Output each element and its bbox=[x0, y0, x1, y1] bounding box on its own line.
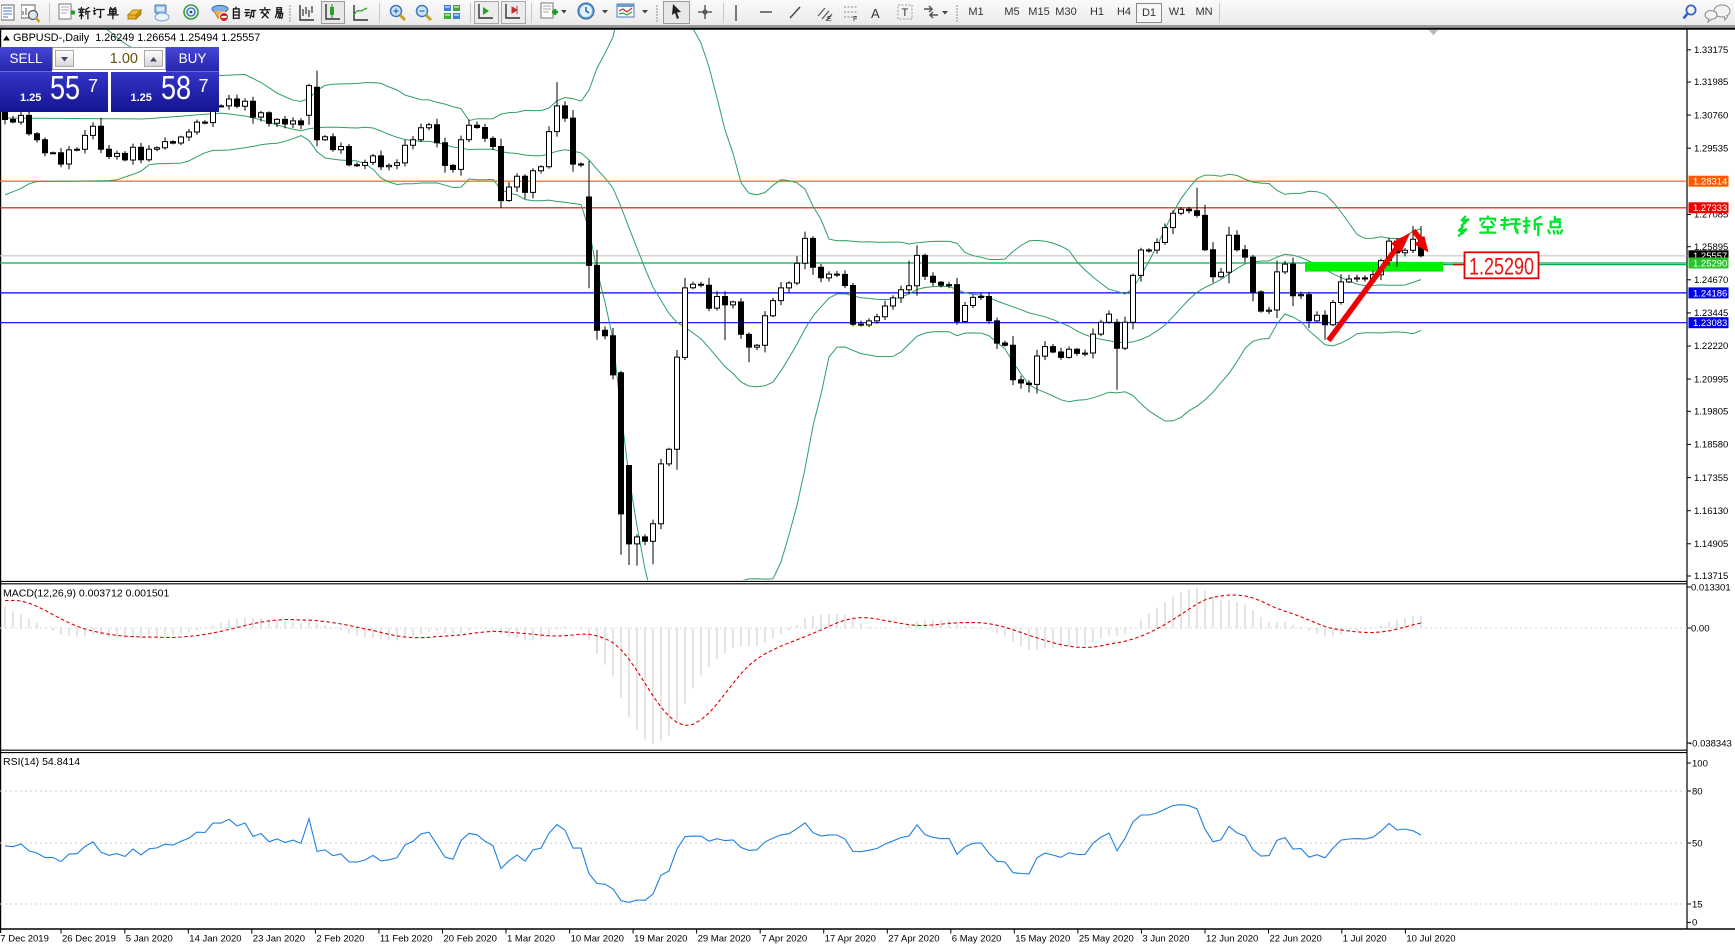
svg-text:T: T bbox=[902, 7, 909, 19]
svg-text:10 Mar 2020: 10 Mar 2020 bbox=[571, 934, 624, 945]
svg-text:23 Jan 2020: 23 Jan 2020 bbox=[253, 934, 305, 945]
svg-text:E: E bbox=[827, 16, 832, 23]
svg-text:1.16130: 1.16130 bbox=[1694, 506, 1728, 517]
svg-text:1.19805: 1.19805 bbox=[1694, 407, 1728, 418]
svg-text:0.013301: 0.013301 bbox=[1691, 583, 1731, 594]
svg-text:7 Apr 2020: 7 Apr 2020 bbox=[761, 934, 807, 945]
svg-text:25 May 2020: 25 May 2020 bbox=[1079, 934, 1134, 945]
svg-text:1.23445: 1.23445 bbox=[1694, 308, 1728, 319]
svg-text:100: 100 bbox=[1692, 758, 1708, 769]
svg-text:GBPUSD-,Daily 1.26249 1.26654: GBPUSD-,Daily 1.26249 1.26654 1.25494 1.… bbox=[13, 32, 260, 44]
svg-text:14 Jan 2020: 14 Jan 2020 bbox=[189, 934, 241, 945]
svg-text:1.17355: 1.17355 bbox=[1694, 473, 1728, 484]
svg-text:15: 15 bbox=[1692, 899, 1703, 910]
svg-text:10 Jul 2020: 10 Jul 2020 bbox=[1406, 934, 1455, 945]
svg-text:29 Mar 2020: 29 Mar 2020 bbox=[698, 934, 751, 945]
svg-text:15 May 2020: 15 May 2020 bbox=[1015, 934, 1070, 945]
svg-text:1 Jul 2020: 1 Jul 2020 bbox=[1343, 934, 1387, 945]
svg-text:50: 50 bbox=[1692, 838, 1703, 849]
svg-text:12 Jun 2020: 12 Jun 2020 bbox=[1206, 934, 1258, 945]
svg-text:1.25557: 1.25557 bbox=[1693, 251, 1727, 262]
svg-text:1.22220: 1.22220 bbox=[1694, 341, 1728, 352]
svg-text:27 Apr 2020: 27 Apr 2020 bbox=[888, 934, 939, 945]
svg-text:1.28314: 1.28314 bbox=[1693, 177, 1727, 188]
svg-text:1.24670: 1.24670 bbox=[1694, 275, 1728, 286]
svg-text:1.24186: 1.24186 bbox=[1693, 288, 1727, 299]
svg-text:6 May 2020: 6 May 2020 bbox=[952, 934, 1002, 945]
svg-text:1.20995: 1.20995 bbox=[1694, 374, 1728, 385]
svg-text:RSI(14) 54.8414: RSI(14) 54.8414 bbox=[3, 756, 80, 768]
svg-text:1.33175: 1.33175 bbox=[1694, 45, 1728, 56]
svg-text:F: F bbox=[853, 16, 857, 23]
svg-text:1.13715: 1.13715 bbox=[1694, 571, 1728, 582]
svg-text:0.00: 0.00 bbox=[1691, 623, 1710, 634]
svg-text:5 Jan 2020: 5 Jan 2020 bbox=[126, 934, 173, 945]
svg-text:1.23083: 1.23083 bbox=[1693, 318, 1727, 329]
svg-text:22 Jun 2020: 22 Jun 2020 bbox=[1270, 934, 1322, 945]
svg-text:1.14905: 1.14905 bbox=[1694, 539, 1728, 550]
svg-text:0: 0 bbox=[1692, 918, 1697, 929]
svg-text:20 Feb 2020: 20 Feb 2020 bbox=[444, 934, 497, 945]
svg-text:1.18580: 1.18580 bbox=[1694, 440, 1728, 451]
svg-text:1.27333: 1.27333 bbox=[1693, 203, 1727, 214]
svg-text:3 Jun 2020: 3 Jun 2020 bbox=[1142, 934, 1189, 945]
svg-text:17 Dec 2019: 17 Dec 2019 bbox=[0, 934, 49, 945]
svg-text:17 Apr 2020: 17 Apr 2020 bbox=[825, 934, 876, 945]
svg-text:1.25895: 1.25895 bbox=[1694, 242, 1728, 253]
svg-text:80: 80 bbox=[1692, 786, 1703, 797]
svg-text:19 Mar 2020: 19 Mar 2020 bbox=[634, 934, 687, 945]
svg-text:1.30760: 1.30760 bbox=[1694, 110, 1728, 121]
svg-text:MACD(12,26,9) 0.003712 0.00150: MACD(12,26,9) 0.003712 0.001501 bbox=[3, 588, 170, 600]
svg-text:1.25290: 1.25290 bbox=[1469, 254, 1534, 281]
svg-text:-0.038343: -0.038343 bbox=[1689, 739, 1732, 750]
svg-text:26 Dec 2019: 26 Dec 2019 bbox=[62, 934, 116, 945]
svg-text:1.25290: 1.25290 bbox=[1693, 258, 1727, 269]
svg-text:2 Feb 2020: 2 Feb 2020 bbox=[316, 934, 364, 945]
svg-text:1.27085: 1.27085 bbox=[1694, 210, 1728, 221]
svg-text:1.29535: 1.29535 bbox=[1694, 143, 1728, 154]
svg-text:11 Feb 2020: 11 Feb 2020 bbox=[380, 934, 433, 945]
svg-text:1 Mar 2020: 1 Mar 2020 bbox=[507, 934, 555, 945]
svg-text:1.31985: 1.31985 bbox=[1694, 77, 1728, 88]
